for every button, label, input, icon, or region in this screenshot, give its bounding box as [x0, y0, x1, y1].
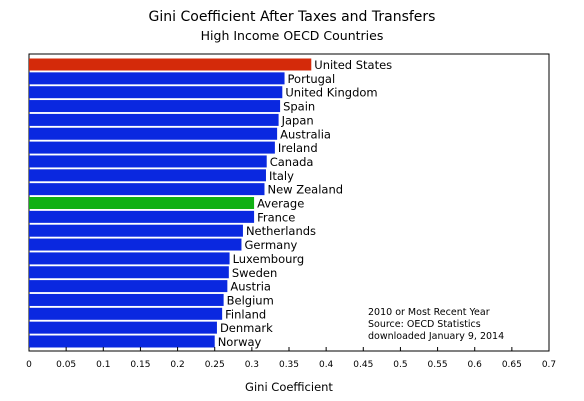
- bar-label-japan: Japan: [281, 113, 314, 127]
- bar-ireland: [29, 141, 275, 154]
- bar-new-zealand: [29, 183, 265, 196]
- x-tick-label: 0.1: [96, 360, 110, 370]
- bar-label-canada: Canada: [270, 155, 314, 169]
- bar-netherlands: [29, 224, 243, 237]
- bar-denmark: [29, 321, 217, 334]
- bar-label-average: Average: [257, 197, 304, 211]
- x-tick-label: 0.5: [393, 360, 407, 370]
- x-axis-title: Gini Coefficient: [245, 380, 333, 394]
- x-tick-label: 0.15: [130, 360, 150, 370]
- bar-australia: [29, 127, 278, 140]
- bar-united-states: [29, 58, 312, 71]
- x-tick-label: 0.2: [170, 360, 184, 370]
- bar-label-france: France: [257, 210, 295, 224]
- bar-germany: [29, 238, 242, 251]
- bar-portugal: [29, 72, 285, 85]
- bar-italy: [29, 169, 266, 182]
- bar-finland: [29, 307, 223, 320]
- bar-label-australia: Australia: [280, 127, 331, 141]
- bar-france: [29, 210, 255, 223]
- x-tick-label: 0.3: [245, 360, 259, 370]
- bar-norway: [29, 335, 215, 348]
- bar-label-luxembourg: Luxembourg: [233, 252, 305, 266]
- bar-average: [29, 197, 255, 209]
- bar-label-austria: Austria: [230, 280, 271, 294]
- source-note-line-2: Source: OECD Statistics: [368, 319, 481, 330]
- bar-label-belgium: Belgium: [227, 293, 274, 307]
- bar-label-italy: Italy: [269, 169, 294, 183]
- bar-label-germany: Germany: [244, 238, 297, 252]
- x-tick-label: 0.65: [502, 360, 522, 370]
- chart-title: Gini Coefficient After Taxes and Transfe…: [149, 9, 436, 25]
- bar-spain: [29, 100, 281, 113]
- source-note-line-1: 2010 or Most Recent Year: [368, 307, 490, 318]
- bar-belgium: [29, 293, 224, 306]
- x-tick-label: 0.7: [542, 360, 556, 370]
- x-tick-label: 0.05: [56, 360, 76, 370]
- bar-austria: [29, 280, 228, 293]
- x-tick-label: 0.55: [428, 360, 448, 370]
- bar-label-united-states: United States: [314, 58, 392, 72]
- bar-label-ireland: Ireland: [278, 141, 318, 155]
- bar-label-united-kingdom: United Kingdom: [285, 86, 377, 100]
- bar-label-sweden: Sweden: [232, 266, 277, 280]
- bar-label-portugal: Portugal: [288, 72, 336, 86]
- x-tick-label: 0.45: [353, 360, 373, 370]
- source-note-line-3: downloaded January 9, 2014: [368, 331, 504, 342]
- bar-canada: [29, 155, 267, 168]
- x-tick-label: 0: [26, 360, 32, 370]
- bar-label-netherlands: Netherlands: [246, 224, 316, 238]
- bar-united-kingdom: [29, 86, 283, 99]
- x-tick-label: 0.4: [319, 360, 334, 370]
- bar-sweden: [29, 266, 229, 279]
- x-axis-ticks: 0 0.05 0.1 0.15 0.2 0.25 0.3 0.35 0.4 0.45 0.5 0.55…: [26, 347, 556, 370]
- bars-group: [29, 58, 312, 348]
- x-tick-label: 0.25: [205, 360, 225, 370]
- bar-label-spain: Spain: [283, 100, 315, 114]
- bar-luxembourg: [29, 252, 230, 265]
- bar-label-norway: Norway: [218, 335, 262, 349]
- chart-subtitle: High Income OECD Countries: [201, 28, 384, 43]
- x-tick-label: 0.35: [279, 360, 299, 370]
- bar-label-finland: Finland: [225, 307, 266, 321]
- x-tick-label: 0.6: [468, 360, 483, 370]
- bar-label-denmark: Denmark: [220, 321, 273, 335]
- bar-japan: [29, 113, 279, 126]
- bar-label-new-zealand: New Zealand: [267, 183, 343, 197]
